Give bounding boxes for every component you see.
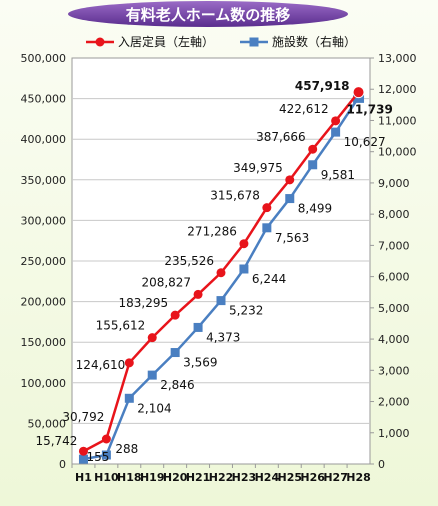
y-left-tick-label: 50,000 (28, 417, 67, 430)
capacity-data-label: 387,666 (256, 130, 306, 144)
plot-area: 0 50,000 100,000 150,000 200,000 250,000 300,0… (21, 52, 417, 484)
facilities-point (170, 348, 180, 358)
facilities-point (308, 160, 318, 170)
y-left-tick-label: 150,000 (21, 336, 67, 349)
facilities-point (239, 264, 249, 274)
y-right-tick-label: 13,000 (378, 52, 417, 65)
capacity-data-label: 30,792 (62, 410, 104, 424)
facilities-data-label: 2,846 (160, 378, 194, 392)
y-right-tick-label: 6,000 (378, 271, 410, 284)
x-tick-label: H27 (323, 471, 348, 484)
facilities-data-label: 10,627 (344, 135, 386, 149)
y-right-tick-label: 2,000 (378, 396, 410, 409)
capacity-point (147, 333, 157, 343)
y-right-tick-label: 12,000 (378, 83, 417, 96)
facilities-data-label: 7,563 (275, 231, 309, 245)
facilities-point (124, 393, 134, 403)
capacity-point (308, 144, 318, 154)
capacity-data-label: 271,286 (187, 225, 237, 239)
capacity-point (331, 116, 341, 126)
facilities-data-label: 4,373 (206, 330, 240, 344)
y-left-tick-label: 250,000 (21, 255, 67, 268)
y-right-tick-label: 10,000 (378, 146, 417, 159)
y-right-tick-label: 5,000 (378, 302, 410, 315)
y-right-tick-label: 4,000 (378, 333, 410, 346)
x-tick-label: H22 (209, 471, 234, 484)
capacity-data-label: 349,975 (233, 161, 283, 175)
facilities-point (216, 296, 226, 306)
y-left-tick-label: 450,000 (21, 93, 67, 106)
y-right-tick-label: 11,000 (378, 114, 417, 127)
y-left-tick-label: 500,000 (21, 52, 67, 65)
capacity-data-label: 315,678 (210, 189, 260, 203)
capacity-point (193, 289, 203, 299)
legend-label-capacity: 入居定員（左軸） (118, 34, 214, 49)
capacity-point (124, 358, 134, 368)
y-left-tick-label: 200,000 (21, 296, 67, 309)
capacity-data-label: 183,295 (119, 296, 169, 310)
legend: 入居定員（左軸） 施設数（右軸） (86, 34, 356, 49)
capacity-data-label: 155,612 (96, 319, 146, 333)
capacity-point (262, 203, 272, 213)
x-tick-label: H25 (278, 471, 303, 484)
facilities-data-label: 5,232 (229, 304, 263, 318)
y-left-tick-label: 100,000 (21, 377, 67, 390)
facilities-data-label: 2,104 (137, 401, 171, 415)
y-right-tick-label: 1,000 (378, 427, 410, 440)
facilities-point (147, 370, 157, 380)
capacity-point (239, 239, 249, 249)
facilities-point (101, 450, 111, 460)
x-tick-label: H10 (94, 471, 119, 484)
capacity-data-label: 15,742 (35, 434, 77, 448)
x-tick-label: H23 (232, 471, 257, 484)
y-right-tick-label: 0 (378, 458, 385, 471)
y-left-tick-label: 300,000 (21, 214, 67, 227)
legend-marker-capacity (95, 37, 105, 47)
capacity-data-label: 422,612 (279, 102, 329, 116)
capacity-data-label: 208,827 (141, 275, 191, 289)
facilities-point (262, 223, 272, 233)
x-tick-label: H20 (163, 471, 188, 484)
capacity-data-label: 457,918 (295, 79, 350, 93)
x-tick-label: H18 (117, 471, 142, 484)
y-right-tick-label: 7,000 (378, 239, 410, 252)
facilities-data-label: 8,499 (298, 202, 332, 216)
x-tick-label: H26 (300, 471, 325, 484)
capacity-data-label: 235,526 (164, 254, 214, 268)
capacity-point (216, 268, 226, 278)
capacity-point (78, 446, 88, 456)
y-right-tick-label: 3,000 (378, 364, 410, 377)
x-tick-label: H21 (186, 471, 211, 484)
capacity-point (170, 310, 180, 320)
facilities-point (285, 194, 295, 204)
x-tick-label: H28 (346, 471, 371, 484)
legend-marker-facilities (249, 37, 259, 47)
capacity-point (101, 434, 111, 444)
facilities-data-label: 288 (115, 442, 138, 456)
y-left-tick-label: 0 (59, 458, 66, 471)
capacity-point (352, 86, 365, 99)
facilities-data-label: 11,739 (347, 102, 393, 116)
facilities-data-label: 3,569 (183, 356, 217, 370)
y-right-tick-label: 9,000 (378, 177, 410, 190)
facilities-point (331, 127, 341, 137)
y-right-tick-label: 8,000 (378, 208, 410, 221)
title-banner (68, 1, 348, 27)
facilities-data-label: 9,581 (321, 168, 355, 182)
facilities-data-label: 155 (86, 450, 109, 464)
y-left-tick-label: 350,000 (21, 174, 67, 187)
capacity-point (285, 175, 295, 185)
chart-title: 有料老人ホーム数の推移 (126, 6, 291, 24)
x-tick-label: H19 (140, 471, 165, 484)
x-tick-label: H1 (75, 471, 92, 484)
facilities-point (193, 322, 203, 332)
facilities-data-label: 6,244 (252, 272, 286, 286)
facilities-point (78, 454, 88, 464)
legend-label-facilities: 施設数（右軸） (272, 34, 356, 49)
capacity-data-label: 124,610 (76, 358, 126, 372)
y-left-tick-label: 400,000 (21, 133, 67, 146)
x-tick-label: H24 (255, 471, 280, 484)
